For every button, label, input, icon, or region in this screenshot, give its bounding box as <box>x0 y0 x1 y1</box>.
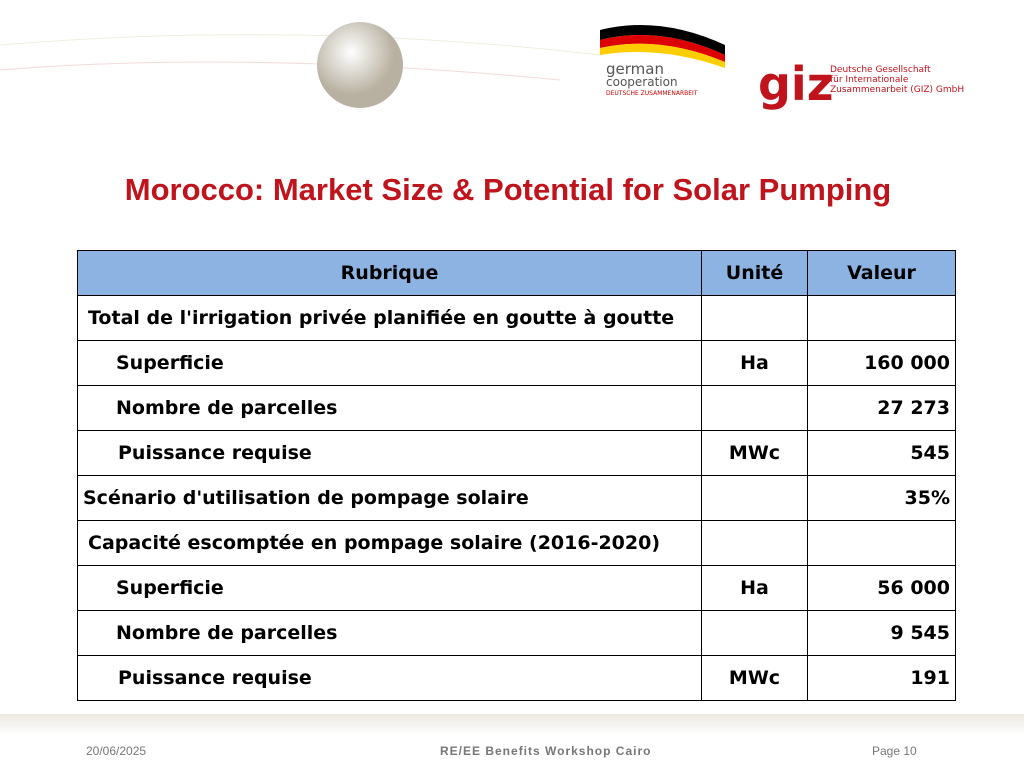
cell: Total de l'irrigation privée planifiée e… <box>77 295 702 341</box>
logo-text: für Internationale <box>830 75 909 85</box>
cell: 9 545 <box>807 610 956 656</box>
cell: MWc <box>701 655 808 701</box>
footer-page: Page 10 <box>872 744 917 758</box>
cell: Scénario d'utilisation de pompage solair… <box>77 475 702 521</box>
giz-mark: giz <box>758 57 833 111</box>
logo-text: DEUTSCHE ZUSAMMENARBEIT <box>606 90 698 97</box>
cell: 56 000 <box>807 565 956 611</box>
cell: 27 273 <box>807 385 956 431</box>
globe <box>317 22 403 108</box>
cell: Ha <box>701 565 808 611</box>
cell: MWc <box>701 430 808 476</box>
cell: Superficie <box>77 340 702 386</box>
cell: 160 000 <box>807 340 956 386</box>
logo-text: german <box>606 60 664 78</box>
footer: 20/06/2025 RE/EE Benefits Workshop Cairo… <box>0 714 1024 768</box>
cell: 35% <box>807 475 956 521</box>
cell: Nombre de parcelles <box>77 385 702 431</box>
decor-line <box>0 61 561 81</box>
header-row: Rubrique Unité Valeur <box>77 250 956 296</box>
cell: Nombre de parcelles <box>77 610 702 656</box>
title: Morocco: Market Size & Potential for Sol… <box>124 172 892 207</box>
cell: Puissance requise <box>77 430 702 476</box>
cell: Capacité escomptée en pompage solaire (2… <box>77 520 702 566</box>
flag-swoosh <box>600 43 725 68</box>
column-header: Unité <box>701 250 808 296</box>
flag-swoosh <box>600 35 725 62</box>
flag-swoosh <box>600 25 725 55</box>
logo-text: cooperation <box>606 75 678 89</box>
decor-line <box>0 34 601 56</box>
footer-date: 20/06/2025 <box>86 744 147 758</box>
table: Rubrique Unité Valeur Total de l'irrigat… <box>77 250 956 701</box>
column-header: Valeur <box>807 250 956 296</box>
cell: 191 <box>807 655 956 701</box>
cell: Puissance requise <box>77 655 702 701</box>
column-header: Rubrique <box>77 250 702 296</box>
cell: Ha <box>701 340 808 386</box>
cell: 545 <box>807 430 956 476</box>
header: german cooperation DEUTSCHE ZUSAMMENARBE… <box>0 22 964 111</box>
footer-event: RE/EE Benefits Workshop Cairo <box>440 744 652 758</box>
logo-text: Zusammenarbeit (GIZ) GmbH <box>830 85 964 95</box>
cell: Superficie <box>77 565 702 611</box>
logo-text: Deutsche Gesellschaft <box>830 65 931 75</box>
